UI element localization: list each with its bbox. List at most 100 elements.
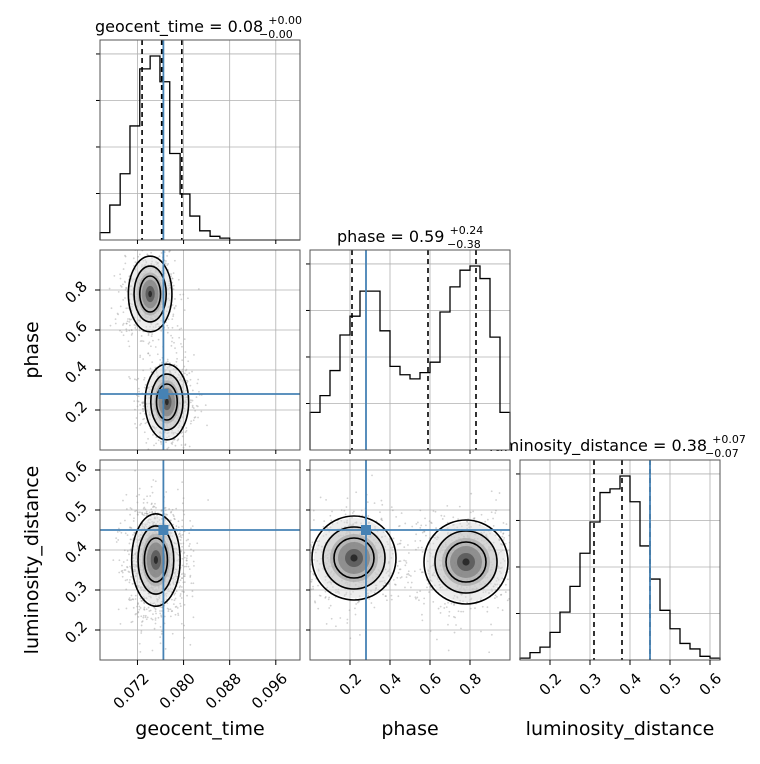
pair-phase-vs-geocent-time-point (141, 402, 144, 405)
pair-luminosity-distance-vs-geocent-time-point (150, 508, 153, 511)
pair-phase-vs-geocent-time-point (189, 384, 192, 387)
pair-luminosity-distance-vs-phase-point (306, 554, 308, 556)
pair-phase-vs-geocent-time-point (122, 324, 124, 326)
pair-phase-vs-geocent-time-point (128, 345, 131, 348)
pair-phase-vs-geocent-time-truth-marker (158, 389, 169, 399)
pair-luminosity-distance-vs-geocent-time-point (128, 597, 131, 599)
pair-luminosity-distance-vs-geocent-time-point (139, 597, 142, 600)
xlabel-phase: phase (381, 718, 438, 740)
pair-phase-vs-geocent-time-point (126, 320, 129, 323)
pair-luminosity-distance-vs-phase-point (498, 492, 501, 494)
pair-luminosity-distance-vs-phase-point (504, 591, 507, 593)
pair-luminosity-distance-vs-phase-point (512, 506, 514, 508)
pair-luminosity-distance-vs-geocent-time-point (177, 614, 180, 617)
pair-phase-vs-geocent-time-point (170, 442, 173, 445)
pair-luminosity-distance-vs-geocent-time-point (179, 595, 182, 597)
pair-luminosity-distance-vs-phase-point (502, 533, 505, 535)
pair-phase-vs-geocent-time-point (156, 243, 158, 245)
pair-luminosity-distance-vs-phase-point (394, 583, 397, 586)
pair-luminosity-distance-vs-phase-point (319, 595, 322, 597)
pair-luminosity-distance-vs-phase-point (413, 570, 416, 573)
pair-phase-vs-geocent-time-point (124, 262, 127, 265)
pair-luminosity-distance-vs-phase-point (314, 600, 316, 603)
pair-luminosity-distance-vs-phase-point (437, 607, 440, 610)
pair-phase-vs-geocent-time-point (188, 445, 191, 448)
pair-phase-vs-geocent-time-point (190, 420, 193, 423)
pair-phase-vs-geocent-time-point (134, 327, 137, 329)
pair-luminosity-distance-vs-phase-point (328, 596, 331, 599)
pair-luminosity-distance-vs-geocent-time-point (178, 586, 181, 589)
pair-phase-vs-geocent-time-point (150, 335, 153, 338)
pair-luminosity-distance-vs-phase-density-1-5 (462, 558, 470, 566)
pair-luminosity-distance-vs-geocent-time-point (116, 531, 119, 533)
pair-phase-vs-geocent-time-point (138, 253, 141, 256)
pair-luminosity-distance-vs-phase-point (445, 606, 448, 608)
pair-phase-vs-geocent-time-point (192, 407, 195, 410)
pair-phase-vs-geocent-time-point (154, 346, 157, 348)
pair-phase-vs-geocent-time-point (125, 322, 128, 325)
pair-luminosity-distance-vs-geocent-time-point (143, 602, 146, 605)
pair-phase-vs-geocent-time-point (143, 378, 145, 381)
pair-phase-vs-geocent-time-point (113, 274, 116, 277)
pair-luminosity-distance-vs-geocent-time-point (179, 579, 182, 582)
pair-phase-vs-geocent-time-point (119, 329, 121, 332)
pair-phase-vs-geocent-time-point (124, 254, 126, 257)
pair-phase-vs-geocent-time-point (195, 404, 198, 407)
title-geocent-time-minus: −0.00 (259, 28, 293, 41)
pair-phase-vs-geocent-time-point (130, 329, 133, 332)
pair-luminosity-distance-vs-geocent-time-point (128, 599, 131, 602)
pair-phase-vs-geocent-time-point (142, 401, 145, 403)
pair-luminosity-distance-vs-geocent-time-point (125, 493, 128, 496)
pair-phase-vs-geocent-time-point (171, 443, 174, 445)
pair-luminosity-distance-vs-geocent-time-point (186, 554, 189, 557)
pair-phase-vs-geocent-time-point (133, 400, 136, 402)
pair-luminosity-distance-vs-phase-point (481, 605, 484, 608)
pair-phase-vs-geocent-time-point (116, 312, 119, 315)
pair-luminosity-distance-vs-phase-point (466, 601, 469, 604)
pair-phase-vs-geocent-time-point (172, 284, 175, 287)
pair-luminosity-distance-vs-geocent-time-point (169, 615, 172, 618)
pair-phase-vs-geocent-time-point (184, 444, 187, 447)
pair-luminosity-distance-vs-geocent-time-point (163, 615, 166, 618)
pair-luminosity-distance-vs-geocent-time-point (168, 508, 171, 510)
pair-luminosity-distance-vs-geocent-time-point (135, 612, 138, 615)
pair-phase-vs-geocent-time-point (150, 251, 153, 254)
pair-luminosity-distance-vs-geocent-time-point (130, 527, 133, 530)
pair-luminosity-distance-vs-phase-point (345, 506, 348, 508)
pair-luminosity-distance-vs-geocent-time-point (129, 526, 132, 529)
pair-phase-vs-geocent-time-point (196, 382, 199, 385)
pair-luminosity-distance-vs-geocent-time-point (126, 534, 129, 537)
pair-luminosity-distance-vs-phase-point (304, 552, 306, 554)
pair-luminosity-distance-vs-geocent-time-point (157, 616, 160, 619)
pair-luminosity-distance-vs-phase-point (398, 568, 401, 571)
pair-phase-vs-geocent-time-point (179, 451, 181, 453)
pair-phase-vs-geocent-time-point (137, 255, 140, 258)
pair-phase-vs-geocent-time-contour-0-1 (133, 265, 168, 323)
pair-phase-vs-geocent-time-point (142, 405, 145, 407)
pair-luminosity-distance-vs-phase-point (515, 559, 517, 561)
pair-luminosity-distance-vs-phase-point (382, 593, 384, 596)
pair-phase-vs-geocent-time-point (158, 363, 161, 366)
pair-luminosity-distance-vs-geocent-time-point (143, 514, 145, 517)
pair-luminosity-distance-vs-phase-point (399, 560, 402, 563)
pair-luminosity-distance-vs-geocent-time-point (117, 527, 120, 530)
pair-luminosity-distance-vs-phase-point (486, 610, 489, 613)
pair-luminosity-distance-vs-phase-point (312, 585, 314, 588)
pair-luminosity-distance-vs-phase-point (414, 540, 417, 542)
panel-hist-phase (306, 249, 511, 451)
pair-luminosity-distance-vs-phase-point (329, 604, 332, 607)
pair-luminosity-distance-vs-phase-point (436, 638, 438, 641)
pair-luminosity-distance-vs-geocent-time-point (183, 513, 186, 516)
panel-hist-luminosity-distance (516, 459, 721, 661)
pair-luminosity-distance-vs-phase-point (396, 565, 399, 567)
pair-luminosity-distance-vs-phase-point (414, 596, 417, 599)
pair-luminosity-distance-vs-phase-point (404, 560, 407, 562)
pair-phase-vs-geocent-time-point (99, 244, 101, 246)
pair-phase-vs-geocent-time-point (135, 324, 138, 327)
pair-luminosity-distance-vs-phase-point (490, 633, 493, 636)
pair-phase-vs-geocent-time-point (165, 441, 167, 444)
ytick-label-phase-2: 0.6 (61, 317, 91, 347)
pair-luminosity-distance-vs-geocent-time-point (138, 493, 141, 496)
pair-luminosity-distance-vs-phase-point (440, 514, 443, 517)
